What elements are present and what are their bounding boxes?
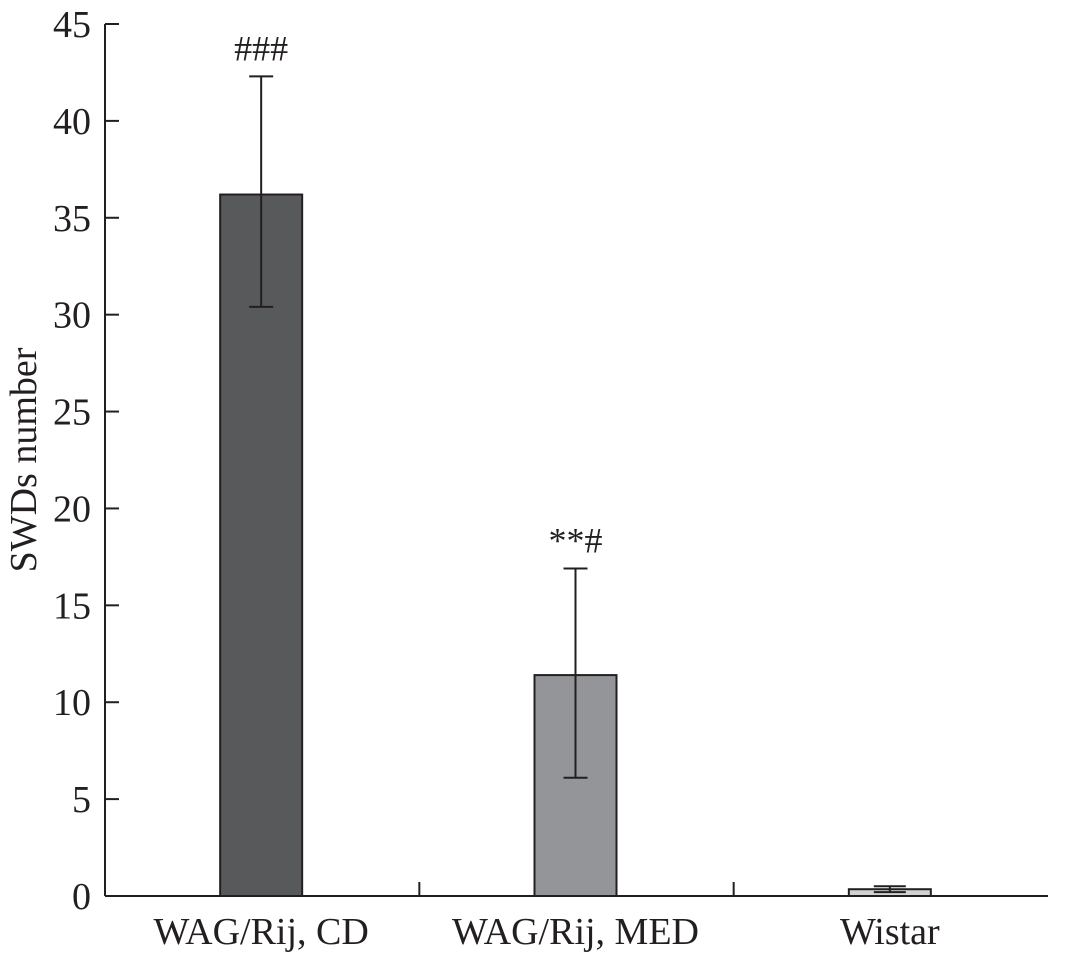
significance-label: **# xyxy=(549,521,603,561)
y-tick-label: 45 xyxy=(53,4,91,46)
y-tick-label: 0 xyxy=(72,876,91,918)
significance-label: ### xyxy=(234,28,288,68)
x-tick-label: WAG/Rij, MED xyxy=(452,911,699,953)
y-tick-label: 25 xyxy=(53,392,91,434)
y-tick-label: 35 xyxy=(53,198,91,240)
y-tick-label: 20 xyxy=(53,488,91,530)
bar xyxy=(219,193,304,898)
y-tick-label: 30 xyxy=(53,295,91,337)
y-tick-label: 10 xyxy=(53,682,91,724)
y-axis-label: SWDs number xyxy=(3,347,45,572)
y-tick-label: 40 xyxy=(53,101,91,143)
x-tick-label: Wistar xyxy=(840,911,940,953)
x-tick-label: WAG/Rij, CD xyxy=(153,911,368,953)
y-tick-label: 5 xyxy=(72,779,91,821)
y-tick-label: 15 xyxy=(53,585,91,627)
